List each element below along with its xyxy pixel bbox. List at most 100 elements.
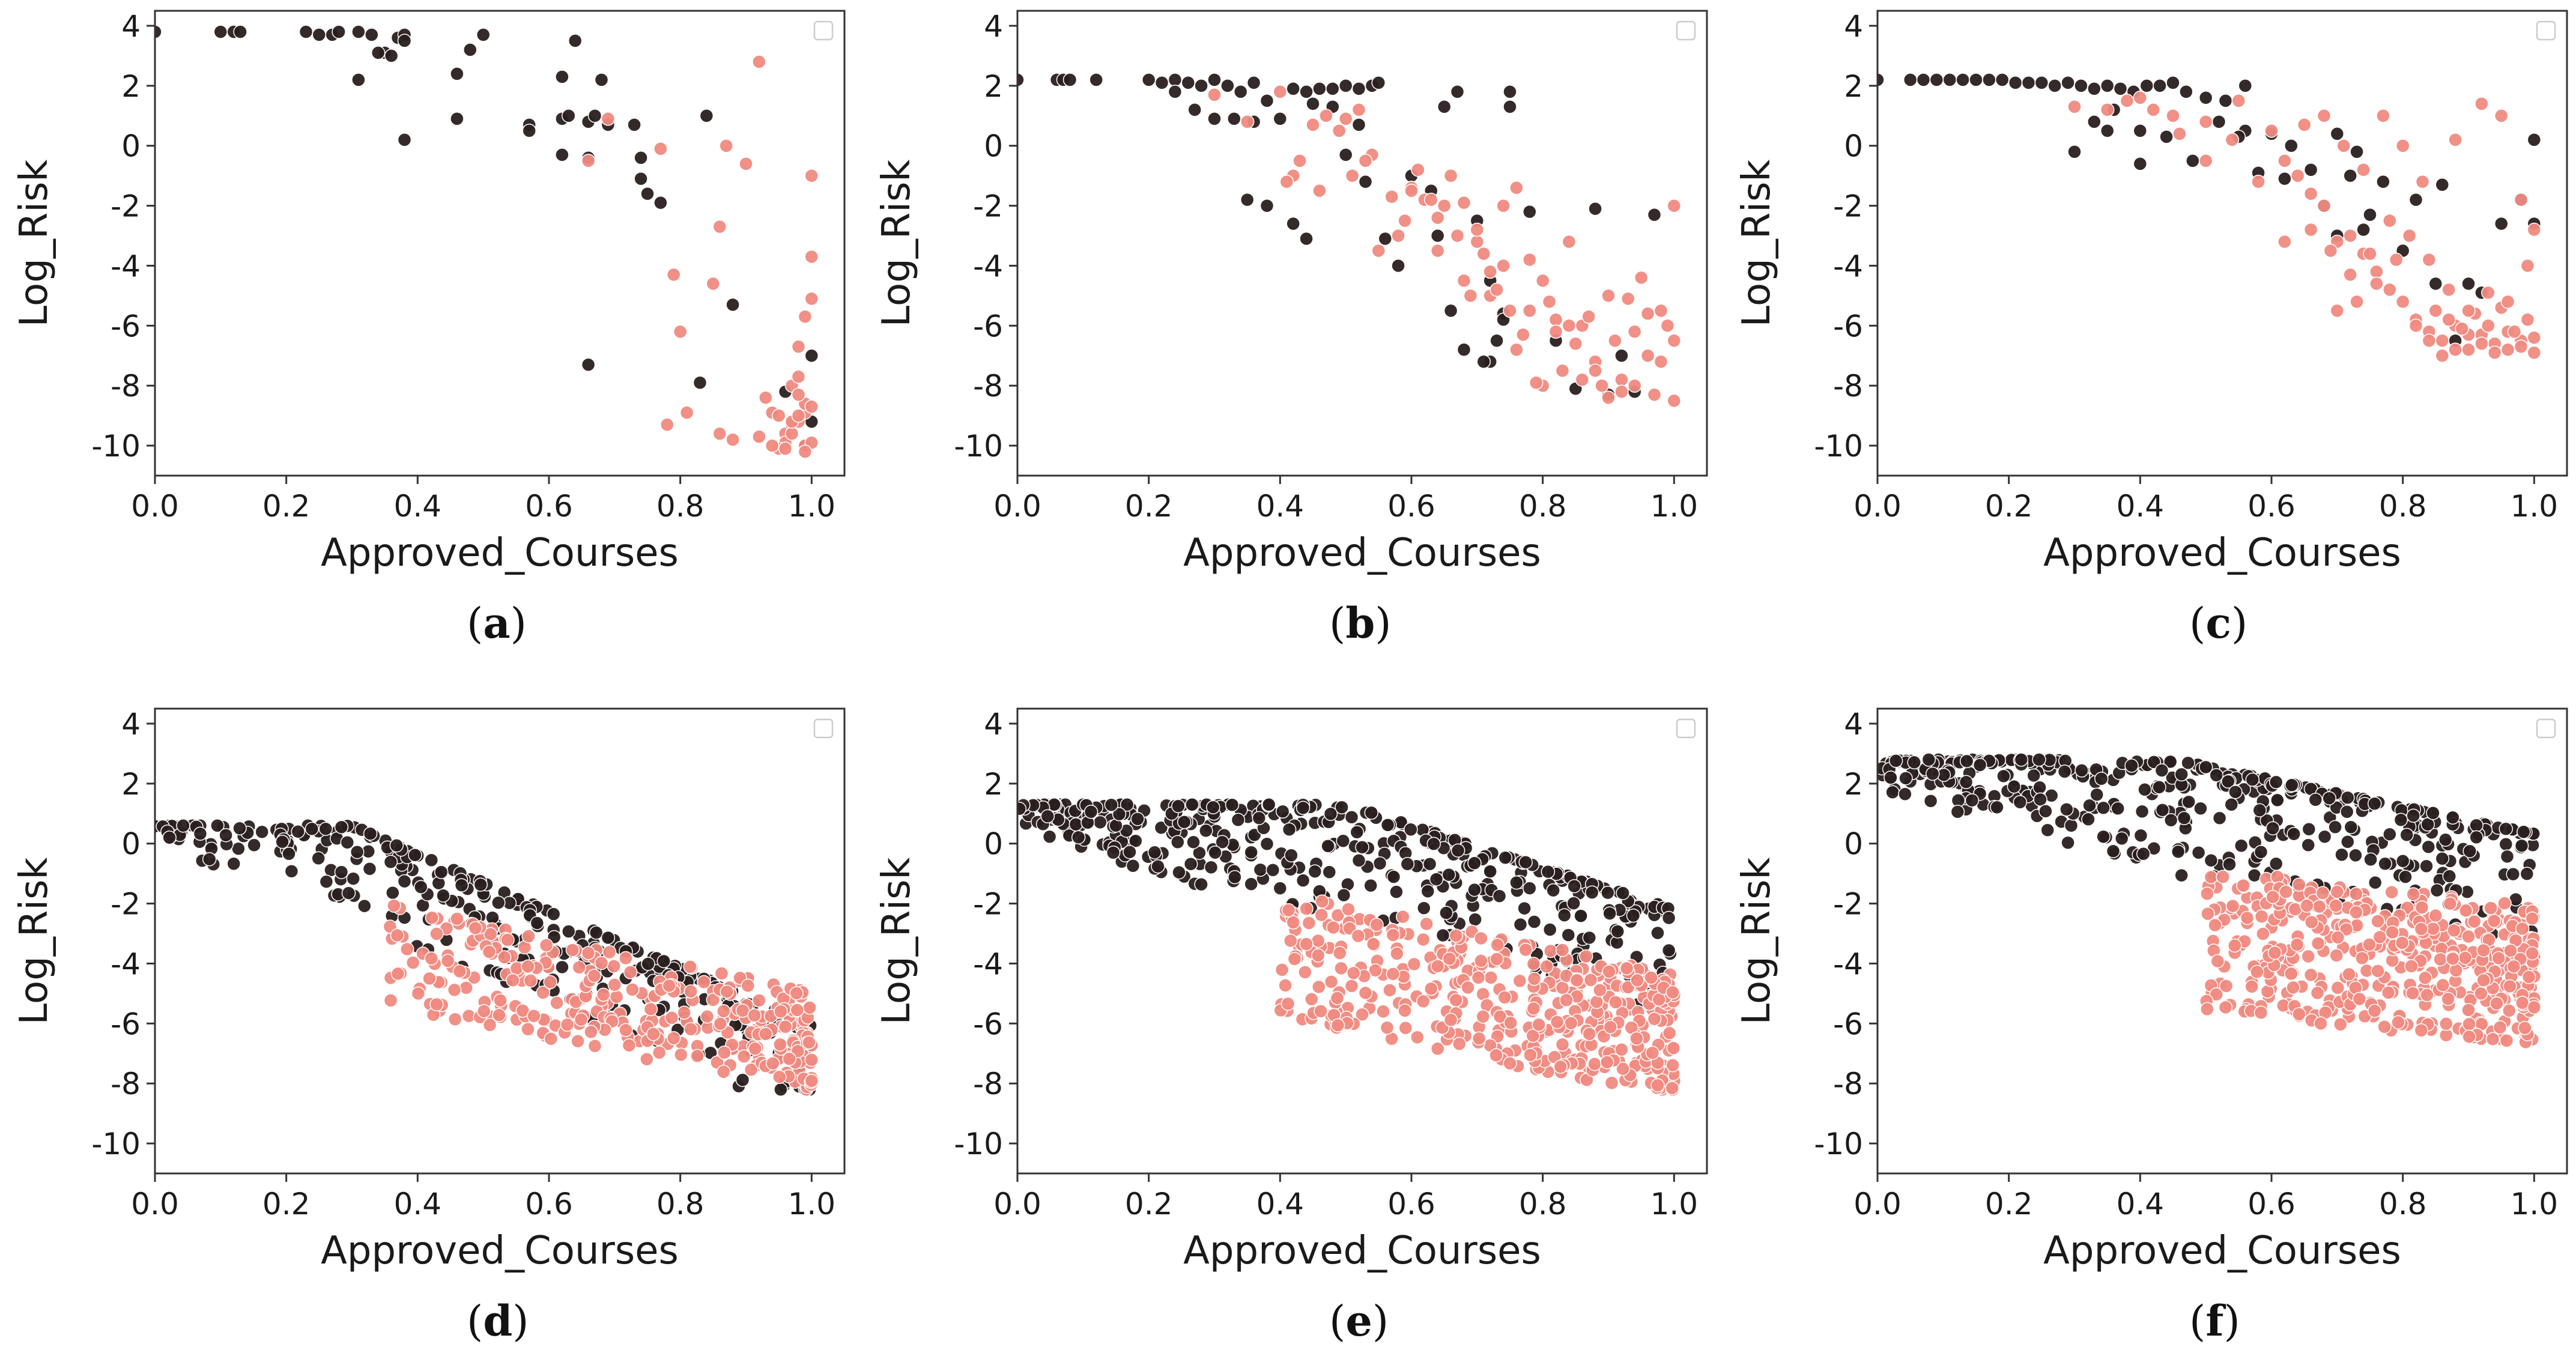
- scatter-point-light: [2383, 213, 2397, 228]
- scatter-point-light: [1568, 336, 1583, 351]
- scatter-point-dark: [1443, 303, 1458, 318]
- scatter-point-light: [2219, 979, 2234, 993]
- scatter-point-dark: [219, 828, 233, 843]
- scatter-point-light: [596, 987, 611, 1002]
- scatter-point-dark: [2007, 779, 2022, 794]
- scatter-point-dark: [2222, 857, 2237, 871]
- scatter-point-dark: [1183, 856, 1198, 871]
- scatter-point-light: [1490, 952, 1504, 966]
- scatter-point-light: [1523, 252, 1537, 267]
- scatter-point-light: [1665, 1058, 1680, 1073]
- scatter-point-light: [2484, 901, 2498, 915]
- scatter-point-dark: [1275, 804, 1290, 819]
- scatter-point-dark: [299, 25, 314, 39]
- scatter-point-light: [2518, 1021, 2532, 1035]
- scatter-point-dark: [1089, 73, 1103, 87]
- scatter-point-light: [2369, 276, 2384, 291]
- scatter-point-light: [778, 1020, 793, 1034]
- scatter-point-light: [536, 985, 550, 1000]
- scatter-point-dark: [2040, 823, 2055, 837]
- scatter-point-dark: [522, 123, 536, 138]
- x-tick-label: 0.0: [1853, 1187, 1902, 1221]
- scatter-point-light: [2462, 1017, 2476, 1032]
- scatter-point-light: [690, 1049, 705, 1064]
- scatter-point-dark: [1017, 73, 1025, 87]
- scatter-point-dark: [2506, 867, 2521, 882]
- scatter-point-dark: [2284, 138, 2299, 153]
- scatter-point-dark: [282, 846, 296, 861]
- scatter-point-dark: [2191, 845, 2206, 860]
- scatter-point-dark: [2500, 849, 2515, 864]
- scatter-point-dark: [1468, 912, 1482, 927]
- axes-frame: [1016, 10, 1708, 477]
- scatter-point-light: [2133, 91, 2148, 105]
- scatter-point-dark: [319, 874, 334, 889]
- scatter-point-dark: [2133, 828, 2148, 843]
- scatter-point-light: [2349, 905, 2363, 919]
- scatter-point-light: [2384, 885, 2399, 900]
- scatter-point-dark: [562, 109, 576, 123]
- scatter-point-light: [2395, 138, 2410, 153]
- scatter-point-light: [1351, 103, 1366, 117]
- scatter-point-dark: [1351, 82, 1366, 96]
- scatter-point-light: [712, 426, 727, 441]
- y-tick-label: 0: [1844, 129, 1863, 164]
- scatter-point-light: [422, 971, 437, 986]
- scatter-point-light: [1396, 909, 1410, 924]
- x-axis-label: Approved_Courses: [321, 1229, 679, 1273]
- scatter-point-light: [2481, 285, 2496, 300]
- scatter-point-light: [477, 1004, 491, 1019]
- scatter-point-dark: [2100, 123, 2115, 138]
- scatter-point-light: [1390, 946, 1404, 961]
- scatter-point-light: [1330, 908, 1345, 922]
- y-axis-label: Log_Risk: [12, 160, 56, 327]
- scatter-point-dark: [2133, 156, 2148, 171]
- scatter-point-light: [1314, 907, 1329, 922]
- scatter-point-dark: [1601, 885, 1615, 900]
- scatter-point-dark: [1982, 73, 1996, 87]
- scatter-point-light: [492, 1008, 506, 1023]
- scatter-point-dark: [1286, 82, 1300, 96]
- scatter-point-light: [452, 964, 467, 979]
- scatter-point-light: [1503, 1016, 1518, 1031]
- scatter-point-dark: [2376, 174, 2390, 189]
- scatter-point-dark: [1273, 112, 1288, 126]
- y-tick-label: -6: [973, 1006, 1003, 1041]
- scatter-point-light: [1647, 387, 1662, 402]
- scatter-point-light: [447, 1012, 462, 1027]
- scatter-point-dark: [226, 856, 241, 871]
- scatter-point-dark: [2317, 829, 2332, 844]
- scatter-point-light: [2265, 889, 2280, 904]
- scatter-point-dark: [1106, 845, 1121, 860]
- scatter-point-light: [2254, 909, 2269, 924]
- scatter-point-dark: [699, 109, 714, 123]
- scatter-point-dark: [2100, 79, 2115, 93]
- scatter-point-dark: [2047, 79, 2062, 93]
- scatter-point-dark: [656, 954, 671, 969]
- scatter-point-dark: [1358, 174, 1373, 189]
- scatter-point-dark: [2179, 85, 2193, 99]
- scatter-point-light: [2339, 922, 2354, 937]
- scatter-point-light: [1474, 954, 1488, 968]
- scatter-point-dark: [2469, 830, 2484, 844]
- scatter-point-light: [2304, 915, 2319, 930]
- scatter-point-dark: [2265, 821, 2280, 835]
- scatter-point-dark: [587, 109, 602, 123]
- y-tick-label: -4: [1833, 946, 1863, 981]
- scatter-point-dark: [1123, 844, 1137, 859]
- scatter-point-light: [752, 993, 766, 1008]
- panel-caption-f: (f): [2189, 1296, 2240, 1346]
- scatter-point-light: [2493, 1020, 2508, 1035]
- scatter-point-light: [1476, 1009, 1490, 1024]
- scatter-point-light: [804, 399, 819, 414]
- scatter-point-dark: [1306, 97, 1320, 111]
- y-tick-label: -10: [954, 1127, 1003, 1161]
- scatter-point-light: [2244, 979, 2259, 994]
- scatter-point-light: [1443, 1013, 1458, 1028]
- scatter-point-dark: [1546, 883, 1560, 898]
- scatter-point-light: [2520, 258, 2535, 273]
- scatter-point-light: [2476, 943, 2491, 958]
- scatter-point-light: [736, 1049, 751, 1064]
- scatter-point-light: [679, 405, 694, 420]
- scatter-point-dark: [530, 916, 545, 930]
